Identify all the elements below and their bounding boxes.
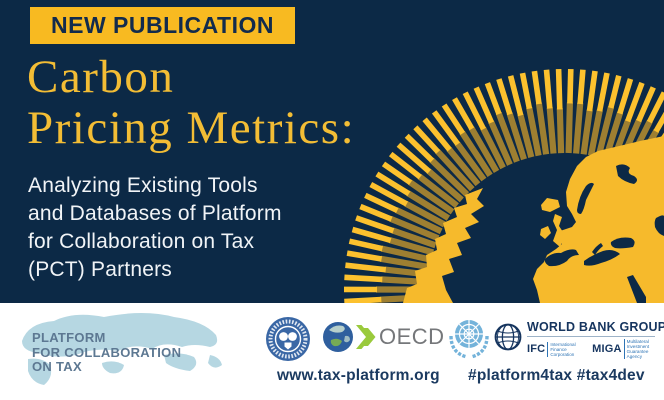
miga-label: MIGA [592,343,622,355]
ireland-landmass [540,226,551,239]
oecd-globe-icon [323,322,376,352]
europe-africa-landmass [533,136,664,303]
un-logo [449,320,489,359]
website-link[interactable]: www.tax-platform.org [277,367,440,384]
ifc-label: IFC [527,343,546,355]
subtitle-line: for Collaboration on Tax [28,230,255,253]
miga-description: Multilateral Investment Guarantee Agency [623,339,662,359]
imf-logo [266,317,310,361]
title-line-2: Pricing Metrics: [27,102,356,154]
badge-label: NEW PUBLICATION [51,12,275,38]
ifc-description: International Finance Corporation [547,341,585,357]
oecd-label: OECD [379,324,445,349]
pct-logo-line: FOR COLLABORATION [32,344,182,360]
oecd-logo: OECD [323,319,445,355]
subtitle-line: Analyzing Existing Tools [28,174,258,197]
page-title: Carbon Pricing Metrics: [27,52,355,154]
title-line-1: Carbon [27,51,175,103]
subtitle-line: and Databases of Platform [28,202,282,225]
globe-rays-art [343,69,664,303]
pct-logo: PLATFORM FOR COLLABORATION ON TAX [32,330,182,375]
new-publication-badge: NEW PUBLICATION [30,7,296,44]
pct-world-map-icon [22,313,222,385]
iceland-landmass [541,198,560,212]
world-bank-globe-icon [494,323,522,351]
footer-bar: PLATFORM FOR COLLABORATION ON TAX OECD [0,303,664,400]
hashtags-text: #platform4tax #tax4dev [468,367,645,384]
divider [527,336,655,337]
pct-logo-line: ON TAX [32,359,82,374]
pct-logo-line: PLATFORM [32,330,106,345]
greenland-landmass [403,188,484,303]
subtitle: Analyzing Existing Tools and Databases o… [28,172,282,284]
subtitle-line: (PCT) Partners [28,258,172,281]
sea-shapes [544,164,664,303]
world-bank-group-label: WORLD BANK GROUP [527,320,664,334]
